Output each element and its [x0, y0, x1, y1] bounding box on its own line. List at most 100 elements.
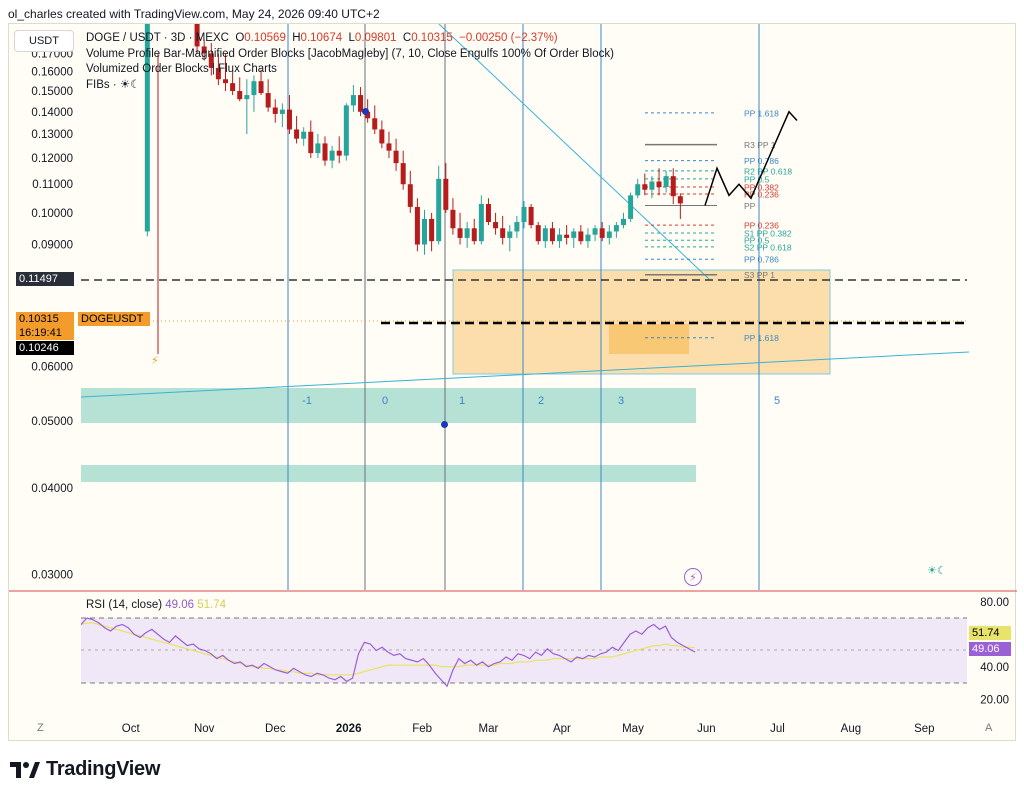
candle-body [557, 234, 563, 242]
tradingview-wordmark: TradingView [46, 758, 161, 780]
candle-body [329, 150, 335, 161]
candle-body [500, 228, 506, 238]
price-tick-label: 0.13000 [31, 129, 73, 141]
wave-label: -1 [302, 395, 312, 407]
auto-scale-z-button[interactable]: Z [37, 722, 44, 734]
candle-body [507, 231, 513, 238]
candle-body [336, 150, 342, 156]
price-tick-label: 0.04000 [31, 483, 73, 495]
time-tick-label: 2026 [336, 723, 362, 735]
pivot-label: R2 PP 0.618 [744, 166, 792, 176]
candle-body [365, 111, 371, 119]
symbol-tag-badge: DOGEUSDT [78, 312, 150, 326]
candle-body [422, 218, 428, 245]
candle-body [592, 228, 598, 235]
candle-body [564, 234, 570, 238]
legend-open-label: O [235, 32, 245, 44]
legend-close-label: C [402, 32, 412, 44]
candle-body [201, 46, 207, 54]
symbol-button[interactable]: USDT [14, 30, 74, 52]
candle-body [400, 163, 406, 185]
sun-moon-icon[interactable]: ☀☾ [927, 565, 947, 577]
level-b-badge: 0.10246 [16, 341, 74, 355]
indicator-2-label[interactable]: Volumized Order Blocks | Flux Charts [86, 63, 277, 75]
legend-low: 0.09801 [354, 32, 397, 44]
pivot-label: PP 1.618 [744, 333, 779, 343]
time-tick-label: Sep [914, 723, 934, 735]
candle-body [144, 24, 150, 232]
auto-scale-a-button[interactable]: A [985, 722, 993, 734]
candle-body [493, 222, 499, 229]
legend-low-label: L [348, 32, 355, 44]
last-price-badge: 0.10315 [16, 312, 74, 326]
chart-frame[interactable]: PP 1.618 R3 PP 1 PP 0.786 R2 PP 0.618 PP 0.5… [8, 23, 1017, 742]
pivot-label: S2 PP 0.618 [744, 242, 792, 252]
candle-body [599, 228, 605, 238]
candle-body [677, 196, 683, 204]
candle-body [549, 228, 555, 242]
countdown-badge: 16:19:41 [16, 326, 74, 340]
candle-body [471, 228, 477, 242]
candle-body [542, 228, 548, 242]
pivot-label: PP 1.618 [744, 108, 779, 118]
blue-dot-marker [362, 108, 369, 115]
candle-body [642, 184, 648, 190]
trend-line-ascending [80, 351, 970, 398]
pivot-label: PP [744, 201, 756, 211]
legend-open: 0.10569 [244, 32, 286, 44]
chart-legend: DOGE / USDT · 3D · MEXC O0.10569 H0.1067… [86, 31, 614, 93]
candles [144, 24, 683, 255]
indicator-3-label[interactable]: FIBs · ☀☾ [86, 78, 141, 91]
wave-label: 1 [459, 395, 465, 407]
tradingview-logo[interactable]: TradingView [10, 758, 160, 781]
candle-body [450, 209, 456, 229]
candle-body [656, 181, 662, 187]
candle-body [322, 143, 328, 161]
time-tick-label: Apr [553, 723, 571, 735]
candle-body [464, 228, 470, 238]
candle-body [315, 143, 321, 154]
candle-body [279, 109, 285, 114]
legend-high: 0.10674 [300, 32, 343, 44]
candle-body [372, 118, 378, 130]
indicator-1-label[interactable]: Volume Profile Bar-Magnified Order Block… [86, 47, 614, 60]
projection-path [704, 110, 798, 206]
trend-line-descending [438, 24, 710, 280]
time-tick-label: May [622, 723, 644, 735]
candle-body [251, 81, 257, 96]
pivot-label: R3 PP 1 [744, 140, 776, 150]
candle-body [620, 218, 626, 226]
candle-body [215, 67, 221, 80]
demand-zone-2 [81, 465, 696, 482]
time-tick-label: Dec [265, 723, 286, 735]
rsi-value-badge: 49.06 [969, 642, 1011, 656]
candle-body [350, 95, 356, 106]
candle-body [301, 131, 307, 139]
candle-body [535, 225, 541, 242]
candle-body [265, 93, 271, 108]
lightning-icon[interactable]: ⚡ [684, 568, 702, 586]
candle-body [272, 107, 278, 114]
rsi-line [80, 617, 696, 688]
demand-zone-1 [81, 388, 696, 423]
candle-body [663, 176, 669, 187]
candle-body [485, 203, 491, 223]
candle-body [436, 178, 442, 242]
candle-body [286, 109, 292, 130]
price-tick-label: 0.16000 [31, 67, 73, 79]
pivot-label: S1 PP 0.382 [744, 229, 792, 239]
legend-title[interactable]: DOGE / USDT · 3D · MEXC [86, 32, 229, 44]
legend-high-label: H [292, 32, 301, 44]
candle-body [443, 178, 449, 210]
candle-body [606, 231, 612, 238]
candle-body [230, 83, 236, 92]
flash-marker-icon: ⚡ [151, 355, 159, 367]
pivot-label: PP 0.236 [744, 189, 779, 199]
candle-body [478, 203, 484, 242]
candle-body [407, 184, 413, 207]
candle-body [194, 24, 200, 47]
rsi-legend[interactable]: RSI (14, close) 49.06 51.74 [86, 599, 226, 611]
candle-body [571, 231, 577, 238]
